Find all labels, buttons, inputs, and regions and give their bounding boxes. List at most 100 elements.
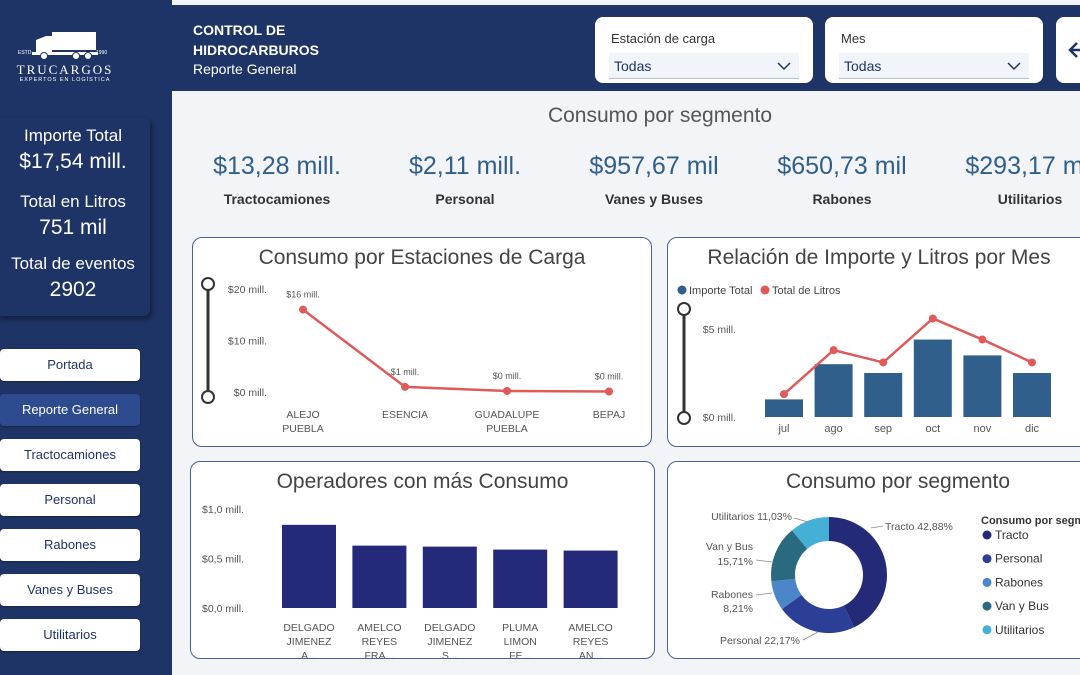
card-importe-litros: Relación de Importe y Litros por Mes Imp… bbox=[667, 237, 1080, 447]
nav-reporte-general[interactable]: Reporte General bbox=[0, 394, 140, 426]
nav-vanes-buses[interactable]: Vanes y Buses bbox=[0, 574, 140, 606]
kpi-vanes-buses: $957,67 mil Vanes y Buses bbox=[564, 152, 744, 207]
bar-chart: $0,0 mill. $0,5 mill. $1,0 mill. DELGADO JIM… bbox=[202, 504, 618, 659]
nav-personal[interactable]: Personal bbox=[0, 484, 140, 516]
data-label: $0 mill. bbox=[595, 371, 624, 381]
x-tick-label: BEPAJ bbox=[593, 409, 625, 421]
data-point bbox=[605, 387, 613, 396]
bar bbox=[814, 364, 853, 417]
legend-marker bbox=[982, 530, 992, 540]
data-point bbox=[401, 382, 409, 391]
kpi-personal: $2,11 mill. Personal bbox=[375, 152, 555, 207]
data-point bbox=[503, 386, 511, 395]
card-segmento: Consumo por segmento Tracto 42,88% Person… bbox=[667, 461, 1080, 659]
legend-marker bbox=[982, 625, 992, 635]
trucargos-logo: ESTD 1990 TRUCARGOS EXPERTOS EN LOGÍSTIC… bbox=[10, 22, 120, 88]
data-point bbox=[978, 335, 987, 344]
data-point bbox=[829, 346, 838, 355]
slice-label: Personal 22,17% bbox=[720, 635, 800, 647]
combo-chart: Importe Total Total de Litros $0 mill. $5 m… bbox=[677, 285, 1051, 435]
x-tick-label: GUADALUPE PUEBLA bbox=[475, 409, 540, 435]
leader-line bbox=[802, 631, 819, 641]
data-point bbox=[879, 358, 888, 367]
x-tick-label: sep bbox=[874, 423, 892, 435]
sidebar: ESTD 1990 TRUCARGOS EXPERTOS EN LOGÍSTIC… bbox=[0, 0, 172, 675]
slice-label: Tracto 42,88% bbox=[885, 521, 953, 533]
legend-entry: Total de Litros bbox=[772, 285, 841, 297]
chart-title: Consumo por segmento bbox=[785, 470, 1011, 493]
legend-marker bbox=[760, 285, 770, 295]
filter-mes-value: Todas bbox=[844, 58, 882, 74]
legend-entry: Rabones bbox=[995, 575, 1043, 589]
data-point bbox=[928, 314, 937, 323]
kpi-value: $2,11 mill. bbox=[408, 152, 522, 180]
data-point bbox=[299, 305, 307, 314]
chart-title: Consumo por Estaciones de Carga bbox=[258, 246, 586, 269]
legend-marker bbox=[677, 285, 687, 295]
total-litros-label: Total en Litros bbox=[20, 192, 126, 211]
leader-line bbox=[755, 592, 773, 596]
series-line bbox=[302, 308, 610, 393]
data-point bbox=[780, 390, 788, 399]
nav-portada[interactable]: Portada bbox=[0, 349, 140, 381]
nav-rabones[interactable]: Rabones bbox=[0, 529, 140, 561]
x-tick-label: PLUMA LIMON FE... bbox=[502, 622, 538, 659]
kpi-value: $957,67 mil bbox=[589, 152, 719, 180]
legend-entry: Utilitarios bbox=[995, 623, 1044, 637]
zoom-slider[interactable] bbox=[201, 277, 215, 404]
x-tick-label: jul bbox=[777, 423, 789, 435]
leader-line bbox=[793, 517, 809, 523]
data-label: $0 mill. bbox=[493, 371, 522, 381]
legend-entry: Personal bbox=[995, 552, 1042, 566]
arrow-left-icon bbox=[1068, 42, 1080, 58]
bar bbox=[493, 549, 548, 608]
card-estaciones: Consumo por Estaciones de Carga $0 mill.… bbox=[192, 237, 652, 447]
nav-utilitarios[interactable]: Utilitarios bbox=[0, 619, 140, 651]
card-operadores: Operadores con más Consumo $0,0 mill. $0,… bbox=[190, 461, 655, 659]
nav-tractocamiones[interactable]: Tractocamiones bbox=[0, 439, 140, 471]
kpi-label: Rabones bbox=[812, 191, 872, 207]
zoom-slider[interactable] bbox=[677, 302, 691, 425]
filter-estacion-label: Estación de carga bbox=[611, 31, 716, 46]
bar bbox=[765, 399, 803, 417]
bar bbox=[563, 550, 618, 608]
kpi-tractocamiones: $13,28 mill. Tractocamiones bbox=[187, 152, 367, 207]
legend-entry: Van y Bus bbox=[995, 599, 1049, 613]
donut-slice bbox=[771, 530, 808, 582]
slice-label: 8,21% bbox=[723, 603, 753, 615]
filter-mes-select[interactable]: Todas bbox=[839, 53, 1029, 79]
data-label: $16 mill. bbox=[286, 290, 320, 300]
kpi-rabones: $650,73 mil Rabones bbox=[752, 152, 932, 207]
kpi-label: Utilitarios bbox=[997, 191, 1063, 207]
bar bbox=[422, 546, 477, 608]
legend-title: Consumo por segmento bbox=[981, 515, 1080, 527]
donut-slice bbox=[829, 517, 887, 628]
back-button[interactable] bbox=[1056, 17, 1080, 83]
line-chart: $0 mill. $10 mill. $20 mill. $16 mill. ALEJO… bbox=[201, 277, 625, 435]
total-eventos-label: Total de eventos bbox=[11, 254, 135, 273]
x-tick-label: ago bbox=[824, 423, 842, 435]
y-tick-label: $5 mill. bbox=[703, 324, 736, 336]
slice-label: Van y Bus bbox=[706, 541, 753, 553]
series-line bbox=[783, 316, 1033, 396]
donut-chart: Tracto 42,88% Personal 22,17% Rabones 8,21%… bbox=[706, 511, 1080, 647]
x-tick-label: AMELCO REYES AN... bbox=[568, 622, 612, 659]
segment-title: Consumo por segmento bbox=[547, 104, 773, 127]
importe-total-label: Importe Total bbox=[24, 126, 122, 145]
kpi-value: $650,73 mil bbox=[777, 152, 907, 180]
x-tick-label: oct bbox=[925, 423, 940, 435]
bar bbox=[282, 524, 336, 608]
y-tick-label: $0 mill. bbox=[234, 387, 267, 399]
filter-estacion-select[interactable]: Todas bbox=[609, 53, 799, 79]
report-subtitle: Reporte General bbox=[193, 61, 297, 77]
slice-label: 15,71% bbox=[717, 556, 753, 568]
x-tick-label: ESENCIA bbox=[382, 409, 428, 421]
chart-title: Relación de Importe y Litros por Mes bbox=[707, 246, 1051, 269]
filter-mes-label: Mes bbox=[841, 31, 866, 46]
kpi-utilitarios: $293,17 mil Utilitarios bbox=[940, 152, 1080, 207]
totals-card: Importe Total $17,54 mill. Total en Litr… bbox=[0, 118, 150, 316]
legend-marker bbox=[982, 577, 992, 587]
kpi-value: $13,28 mill. bbox=[213, 152, 341, 180]
legend-entry: Tracto bbox=[995, 528, 1029, 542]
